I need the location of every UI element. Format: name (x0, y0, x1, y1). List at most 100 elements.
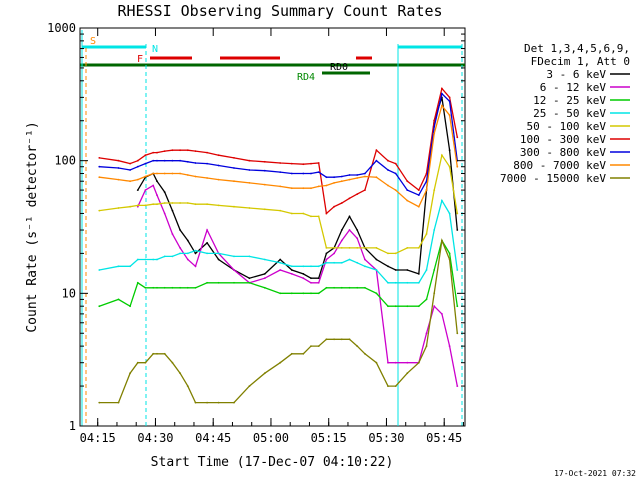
data-point (194, 286, 197, 289)
data-point (98, 176, 101, 179)
data-point (364, 247, 366, 249)
data-point (441, 87, 443, 90)
data-point (117, 298, 120, 301)
data-point (325, 286, 328, 289)
data-point (248, 182, 251, 184)
data-point (186, 149, 189, 152)
data-point (206, 229, 209, 231)
legend-header: Det 1,3,4,5,6,9, (524, 42, 630, 55)
data-point (317, 281, 320, 284)
data-point (117, 207, 120, 209)
data-point (171, 286, 174, 289)
data-point (248, 255, 251, 258)
data-point (279, 162, 282, 164)
data-point (290, 292, 293, 295)
data-point (417, 189, 420, 192)
data-point (394, 269, 397, 271)
data-point (156, 286, 158, 289)
data-point (364, 265, 366, 268)
data-point (98, 165, 101, 168)
data-point (448, 114, 451, 117)
data-point (417, 273, 420, 275)
data-point (163, 212, 166, 215)
data-point (340, 286, 343, 289)
data-point (425, 345, 428, 347)
data-point (179, 286, 182, 289)
data-point (163, 286, 166, 289)
data-point (310, 281, 312, 284)
legend-entry-label: 12 - 25 keV (533, 94, 606, 107)
data-point (310, 265, 312, 268)
data-point (387, 159, 389, 162)
data-point (448, 258, 451, 261)
data-point (186, 385, 189, 387)
data-point (217, 204, 220, 207)
data-point (217, 258, 220, 261)
annotation-label: S (90, 36, 96, 47)
data-point (456, 332, 459, 335)
data-point (163, 159, 166, 162)
data-point (417, 194, 420, 197)
data-point (144, 258, 147, 261)
data-point (406, 361, 409, 364)
data-point (129, 305, 132, 308)
data-point (290, 352, 293, 355)
legend-header: FDecim 1, Att 0 (531, 55, 630, 68)
data-point (448, 149, 451, 152)
data-point (333, 338, 335, 341)
data-point (417, 361, 420, 364)
data-point (325, 258, 328, 261)
data-point (136, 165, 139, 168)
data-point (340, 229, 343, 231)
data-point (117, 159, 120, 162)
data-point (263, 160, 266, 163)
data-point (206, 281, 209, 284)
data-point (194, 150, 197, 153)
data-point (302, 212, 305, 215)
data-point (186, 160, 189, 163)
data-point (186, 258, 189, 261)
data-point (310, 162, 312, 165)
data-point (340, 175, 343, 178)
data-point (179, 247, 182, 249)
data-point (325, 176, 328, 179)
data-point (310, 292, 312, 295)
data-point (333, 182, 335, 184)
y-tick-label: 1000 (47, 21, 76, 35)
data-point (387, 184, 389, 187)
series-layer (98, 87, 459, 404)
data-point (387, 265, 389, 268)
data-point (364, 286, 366, 289)
data-point (317, 171, 320, 174)
data-point (333, 205, 335, 208)
data-point (263, 183, 266, 186)
data-point (317, 345, 320, 347)
data-point (144, 189, 147, 192)
x-tick-label: 05:15 (311, 431, 347, 445)
data-point (163, 150, 166, 153)
data-point (302, 277, 305, 280)
y-tick-label: 1 (69, 419, 76, 433)
data-point (290, 172, 293, 175)
data-point (448, 212, 451, 215)
data-point (152, 203, 155, 206)
data-point (163, 191, 166, 194)
data-point (156, 203, 158, 206)
data-point (310, 215, 312, 218)
data-point (156, 194, 158, 197)
data-point (406, 281, 409, 284)
data-point (317, 185, 320, 188)
annotation-label: RD4 (297, 72, 315, 83)
legend-entry-label: 25 - 50 keV (533, 107, 606, 120)
data-point (375, 292, 378, 295)
data-point (340, 180, 343, 183)
data-point (144, 204, 147, 207)
series-line (99, 104, 458, 208)
axes: 1 10 100 1000 04:15 04:30 04:45 05:00 05:15 05:30… (47, 21, 465, 445)
data-point (425, 269, 428, 271)
data-point (310, 187, 312, 190)
data-point (233, 157, 235, 159)
data-point (348, 174, 351, 176)
data-point (136, 205, 139, 208)
data-point (317, 277, 320, 280)
